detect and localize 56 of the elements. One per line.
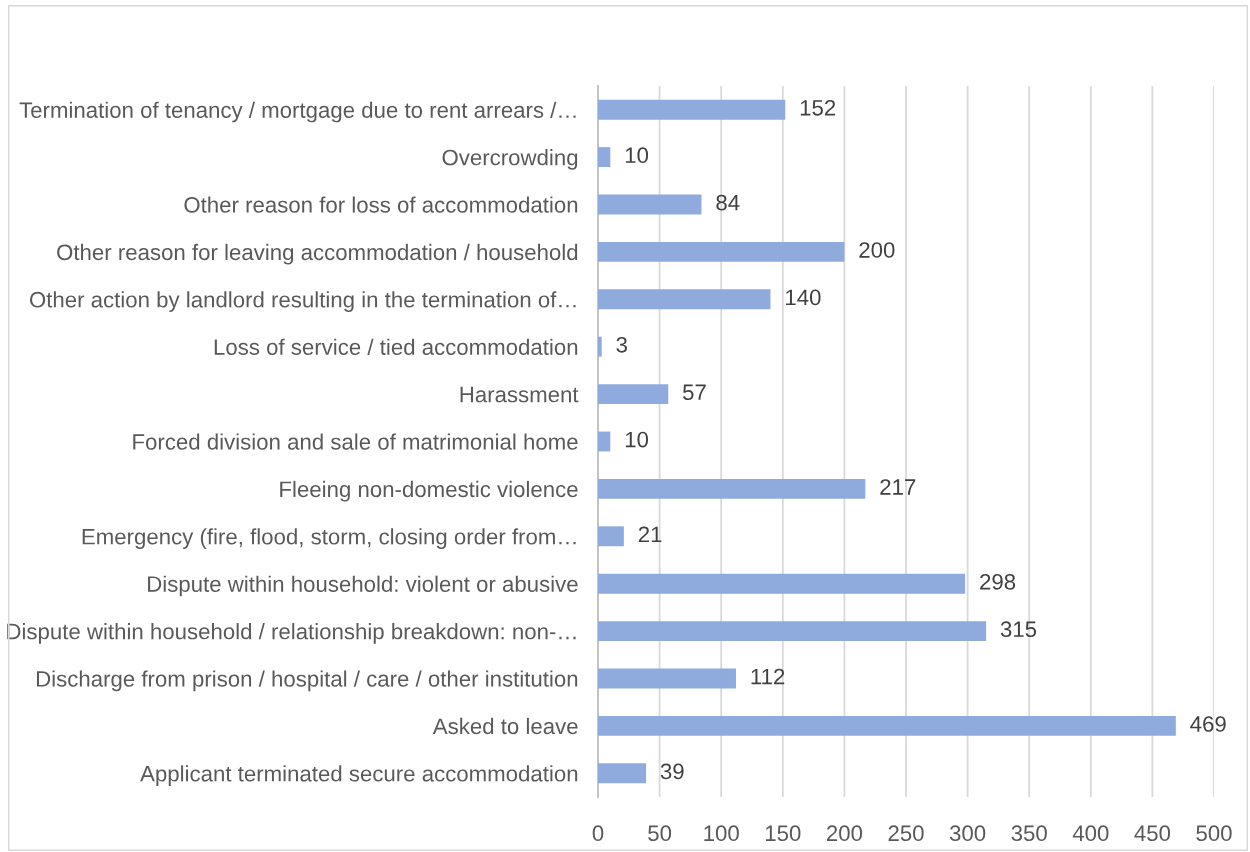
bar xyxy=(598,384,669,405)
y-tick-label: Other reason for leaving accommodation / household xyxy=(57,243,578,265)
x-tick-label: 0 xyxy=(592,825,604,842)
bar xyxy=(598,621,987,642)
y-tick-label: Other reason for loss of accommodation xyxy=(184,196,578,213)
bar xyxy=(598,194,702,215)
bar xyxy=(598,147,611,168)
y-tick-label: Other action by landlord resulting in the termination of… xyxy=(29,291,576,312)
bar xyxy=(598,241,845,262)
y-tick-label: Emergency (fire, flood, storm, closing order from… xyxy=(82,528,576,549)
data-label: 10 xyxy=(625,147,649,164)
data-label: 84 xyxy=(716,194,740,211)
x-tick-label: 400 xyxy=(1072,825,1109,842)
bar xyxy=(598,763,647,784)
x-tick-label: 200 xyxy=(826,825,863,842)
x-tick-label: 500 xyxy=(1196,825,1232,842)
data-label: 298 xyxy=(980,573,1016,590)
y-tick-label: Fleeing non-domestic violence xyxy=(280,480,578,502)
data-label: 140 xyxy=(786,289,821,306)
x-tick-label: 50 xyxy=(648,825,672,842)
y-tick-label: Loss of service / tied accommodation xyxy=(214,338,578,355)
data-label: 469 xyxy=(1190,716,1226,732)
y-tick-label: Discharge from prison / hospital / care / other institution xyxy=(36,670,578,692)
x-tick-label: 450 xyxy=(1134,825,1171,842)
data-label: 3 xyxy=(616,336,627,353)
bar xyxy=(598,478,866,499)
y-tick-label: Termination of tenancy / mortgage due to rent arrears /… xyxy=(19,101,576,123)
data-label: 200 xyxy=(859,242,895,258)
y-tick-label: Dispute within household / relationship breakdown: non-… xyxy=(7,623,576,644)
x-tick-label: 250 xyxy=(888,825,924,842)
y-tick-label: Overcrowding xyxy=(442,149,578,170)
y-tick-label: Dispute within household: violent or abusive xyxy=(148,575,578,597)
bar xyxy=(598,668,736,689)
bar xyxy=(598,289,771,310)
data-label: 152 xyxy=(800,99,836,116)
x-tick-label: 300 xyxy=(949,825,986,842)
data-label: 21 xyxy=(638,526,662,543)
y-tick-label: Harassment xyxy=(460,386,579,403)
data-label: 315 xyxy=(1000,621,1037,638)
y-tick-label: Forced division and sale of matrimonial home xyxy=(133,433,578,450)
bar xyxy=(598,526,624,547)
data-label: 39 xyxy=(660,763,684,780)
x-tick-label: 150 xyxy=(765,825,801,842)
bar xyxy=(598,431,611,452)
data-label: 57 xyxy=(683,384,706,401)
y-tick-label: Asked to leave xyxy=(432,717,578,735)
bar xyxy=(598,573,966,594)
bar xyxy=(598,715,1176,736)
bar xyxy=(598,99,786,120)
bar xyxy=(598,336,602,357)
data-label: 217 xyxy=(880,479,916,495)
y-tick-label: Applicant terminated secure accommodation xyxy=(140,765,578,786)
x-tick-label: 100 xyxy=(704,825,739,842)
data-label: 10 xyxy=(625,431,649,448)
x-tick-label: 350 xyxy=(1011,825,1047,842)
data-label: 112 xyxy=(751,668,785,685)
